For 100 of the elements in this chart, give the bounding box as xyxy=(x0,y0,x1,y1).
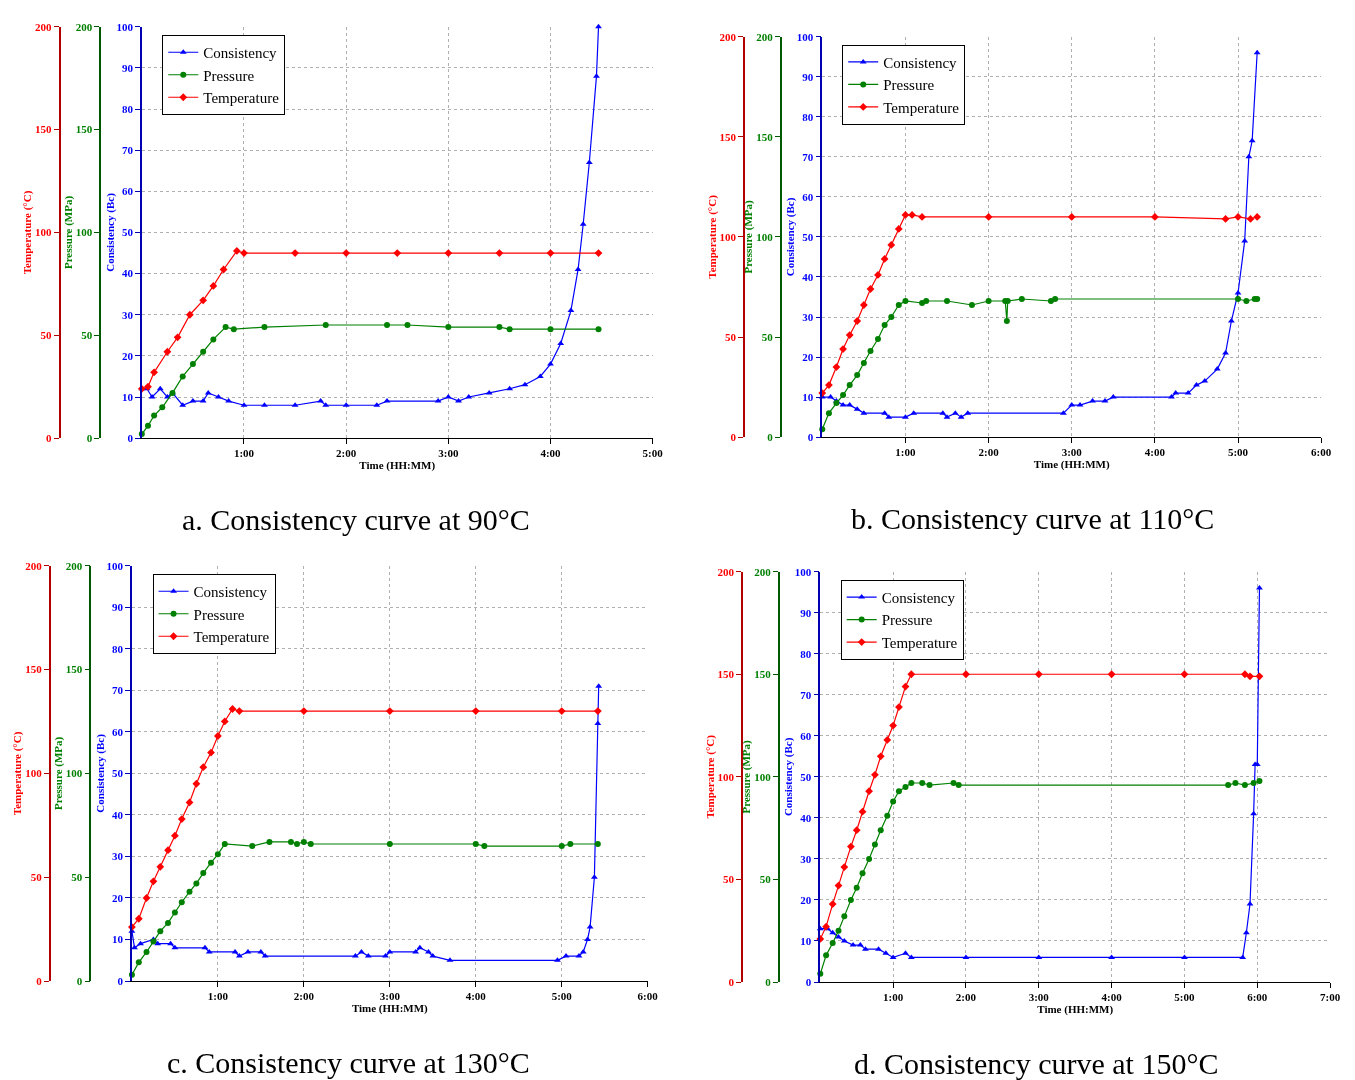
legend-label: Temperature xyxy=(193,629,270,646)
y-tick-label: 90 xyxy=(800,606,812,619)
x-tick-label: 4:00 xyxy=(1144,446,1166,459)
y-tick-label: 60 xyxy=(800,729,812,742)
legend-label: Consistency xyxy=(203,45,278,62)
x-axis-title: Time (HH:MM) xyxy=(351,1002,429,1016)
legend-label: Pressure xyxy=(193,606,245,623)
y3-tick-label: 100 xyxy=(35,226,53,239)
y3-axis-title: Temperature (°C) xyxy=(705,194,719,279)
legend-label: Pressure xyxy=(203,67,255,84)
y-tick-label: 80 xyxy=(111,642,124,655)
y2-axis-title: Pressure (MPa) xyxy=(740,739,754,814)
y3-tick-label: 200 xyxy=(717,565,735,578)
y-tick-label: 70 xyxy=(802,150,814,163)
y3-tick-label: 50 xyxy=(724,330,737,343)
x-tick-label: 1:00 xyxy=(207,990,229,1003)
y3-axis-title: Temperature (°C) xyxy=(11,731,25,816)
y3-axis-title: Temperature (°C) xyxy=(703,734,717,819)
y3-tick-label: 0 xyxy=(730,431,737,444)
text: d. Consistency curve at 150°C xyxy=(854,1047,1219,1080)
y-tick-label: 20 xyxy=(802,350,814,363)
x-tick-label: 3:00 xyxy=(1028,991,1050,1004)
y2-tick-label: 200 xyxy=(754,565,772,578)
x-tick-label: 5:00 xyxy=(1227,446,1249,459)
x-tick-label: 5:00 xyxy=(642,447,664,460)
y-tick-label: 50 xyxy=(802,230,814,243)
y2-tick-label: 100 xyxy=(754,770,772,783)
y2-tick-label: 150 xyxy=(65,663,83,676)
y-tick-label: 70 xyxy=(111,684,124,697)
x-tick-label: 3:00 xyxy=(438,447,459,460)
x-tick-label: 2:00 xyxy=(955,991,977,1004)
x-tick-label: 4:00 xyxy=(540,447,562,460)
legend-label: Consistency xyxy=(881,589,956,606)
text: a. Consistency curve at 90°C xyxy=(182,503,530,536)
x-tick-label: 6:00 xyxy=(637,990,659,1003)
y2-tick-label: 0 xyxy=(86,432,93,444)
x-axis-title: Time (HH:MM) xyxy=(359,458,436,472)
y2-tick-label: 150 xyxy=(75,123,93,136)
x-tick-label: 6:00 xyxy=(1247,991,1268,1004)
y-tick-label: 40 xyxy=(802,270,814,283)
x-tick-label: 1:00 xyxy=(233,447,255,460)
y-tick-label: 40 xyxy=(121,267,134,280)
y3-tick-label: 50 xyxy=(30,871,43,884)
x-tick-label: 4:00 xyxy=(465,990,487,1003)
y-tick-label: 70 xyxy=(800,688,812,701)
legend-label: Temperature xyxy=(883,99,960,116)
y-tick-label: 30 xyxy=(121,308,134,321)
y-tick-label: 40 xyxy=(800,811,812,824)
x-tick-label: 2:00 xyxy=(293,990,315,1003)
y2-tick-label: 50 xyxy=(81,329,93,342)
y3-tick-label: 0 xyxy=(36,974,43,987)
y-tick-label: 80 xyxy=(121,102,134,115)
y3-tick-label: 50 xyxy=(722,873,735,886)
y-tick-label: 60 xyxy=(121,185,134,198)
y-axis-title: Consistency (Bc) xyxy=(93,733,107,813)
y-tick-label: 10 xyxy=(802,390,814,403)
y-axis-title: Consistency (Bc) xyxy=(781,737,795,817)
y3-tick-label: 100 xyxy=(719,230,737,243)
text: c. Consistency curve at 130°C xyxy=(167,1046,530,1079)
x-tick-label: 3:00 xyxy=(1061,446,1083,459)
x-tick-label: 2:00 xyxy=(336,447,357,460)
y2-axis-title: Pressure (MPa) xyxy=(61,195,75,270)
x-tick-label: 2:00 xyxy=(978,446,1000,459)
y3-tick-label: 100 xyxy=(717,770,735,783)
y2-tick-label: 0 xyxy=(76,974,83,987)
y3-tick-label: 150 xyxy=(717,668,735,681)
legend-label: Pressure xyxy=(883,77,935,94)
y3-tick-label: 200 xyxy=(35,20,53,33)
y-tick-label: 20 xyxy=(800,893,812,906)
y3-tick-label: 150 xyxy=(25,663,43,676)
y3-tick-label: 150 xyxy=(719,130,737,143)
y-tick-label: 0 xyxy=(117,974,124,987)
y-tick-label: 90 xyxy=(111,601,124,614)
y-tick-label: 100 xyxy=(106,559,124,572)
y-tick-label: 100 xyxy=(116,20,134,33)
y3-axis-title: Temperature (°C) xyxy=(21,190,35,275)
x-tick-label: 5:00 xyxy=(1174,991,1196,1004)
y2-tick-label: 100 xyxy=(65,767,83,780)
legend-label: Temperature xyxy=(881,634,958,651)
x-tick-label: 7:00 xyxy=(1320,991,1341,1004)
y3-tick-label: 200 xyxy=(719,30,737,43)
y-tick-label: 10 xyxy=(111,933,124,946)
legend-label: Temperature xyxy=(203,90,280,107)
y2-tick-label: 50 xyxy=(71,871,83,884)
x-tick-label: 1:00 xyxy=(895,446,916,459)
y-tick-label: 60 xyxy=(111,725,124,738)
x-tick-label: 5:00 xyxy=(551,990,573,1003)
x-axis-title: Time (HH:MM) xyxy=(1037,1003,1114,1017)
y2-tick-label: 0 xyxy=(767,431,774,444)
y3-tick-label: 0 xyxy=(46,432,53,444)
y-tick-label: 90 xyxy=(802,70,814,83)
y-tick-label: 30 xyxy=(800,852,812,865)
y-tick-label: 90 xyxy=(121,61,134,74)
y-tick-label: 100 xyxy=(796,30,814,43)
legend-label: Consistency xyxy=(193,584,268,601)
legend-label: Pressure xyxy=(881,612,933,629)
legend-label: Consistency xyxy=(883,54,958,71)
y2-axis-title: Pressure (MPa) xyxy=(51,736,65,810)
y-tick-label: 0 xyxy=(127,432,134,444)
y2-tick-label: 200 xyxy=(75,20,93,33)
